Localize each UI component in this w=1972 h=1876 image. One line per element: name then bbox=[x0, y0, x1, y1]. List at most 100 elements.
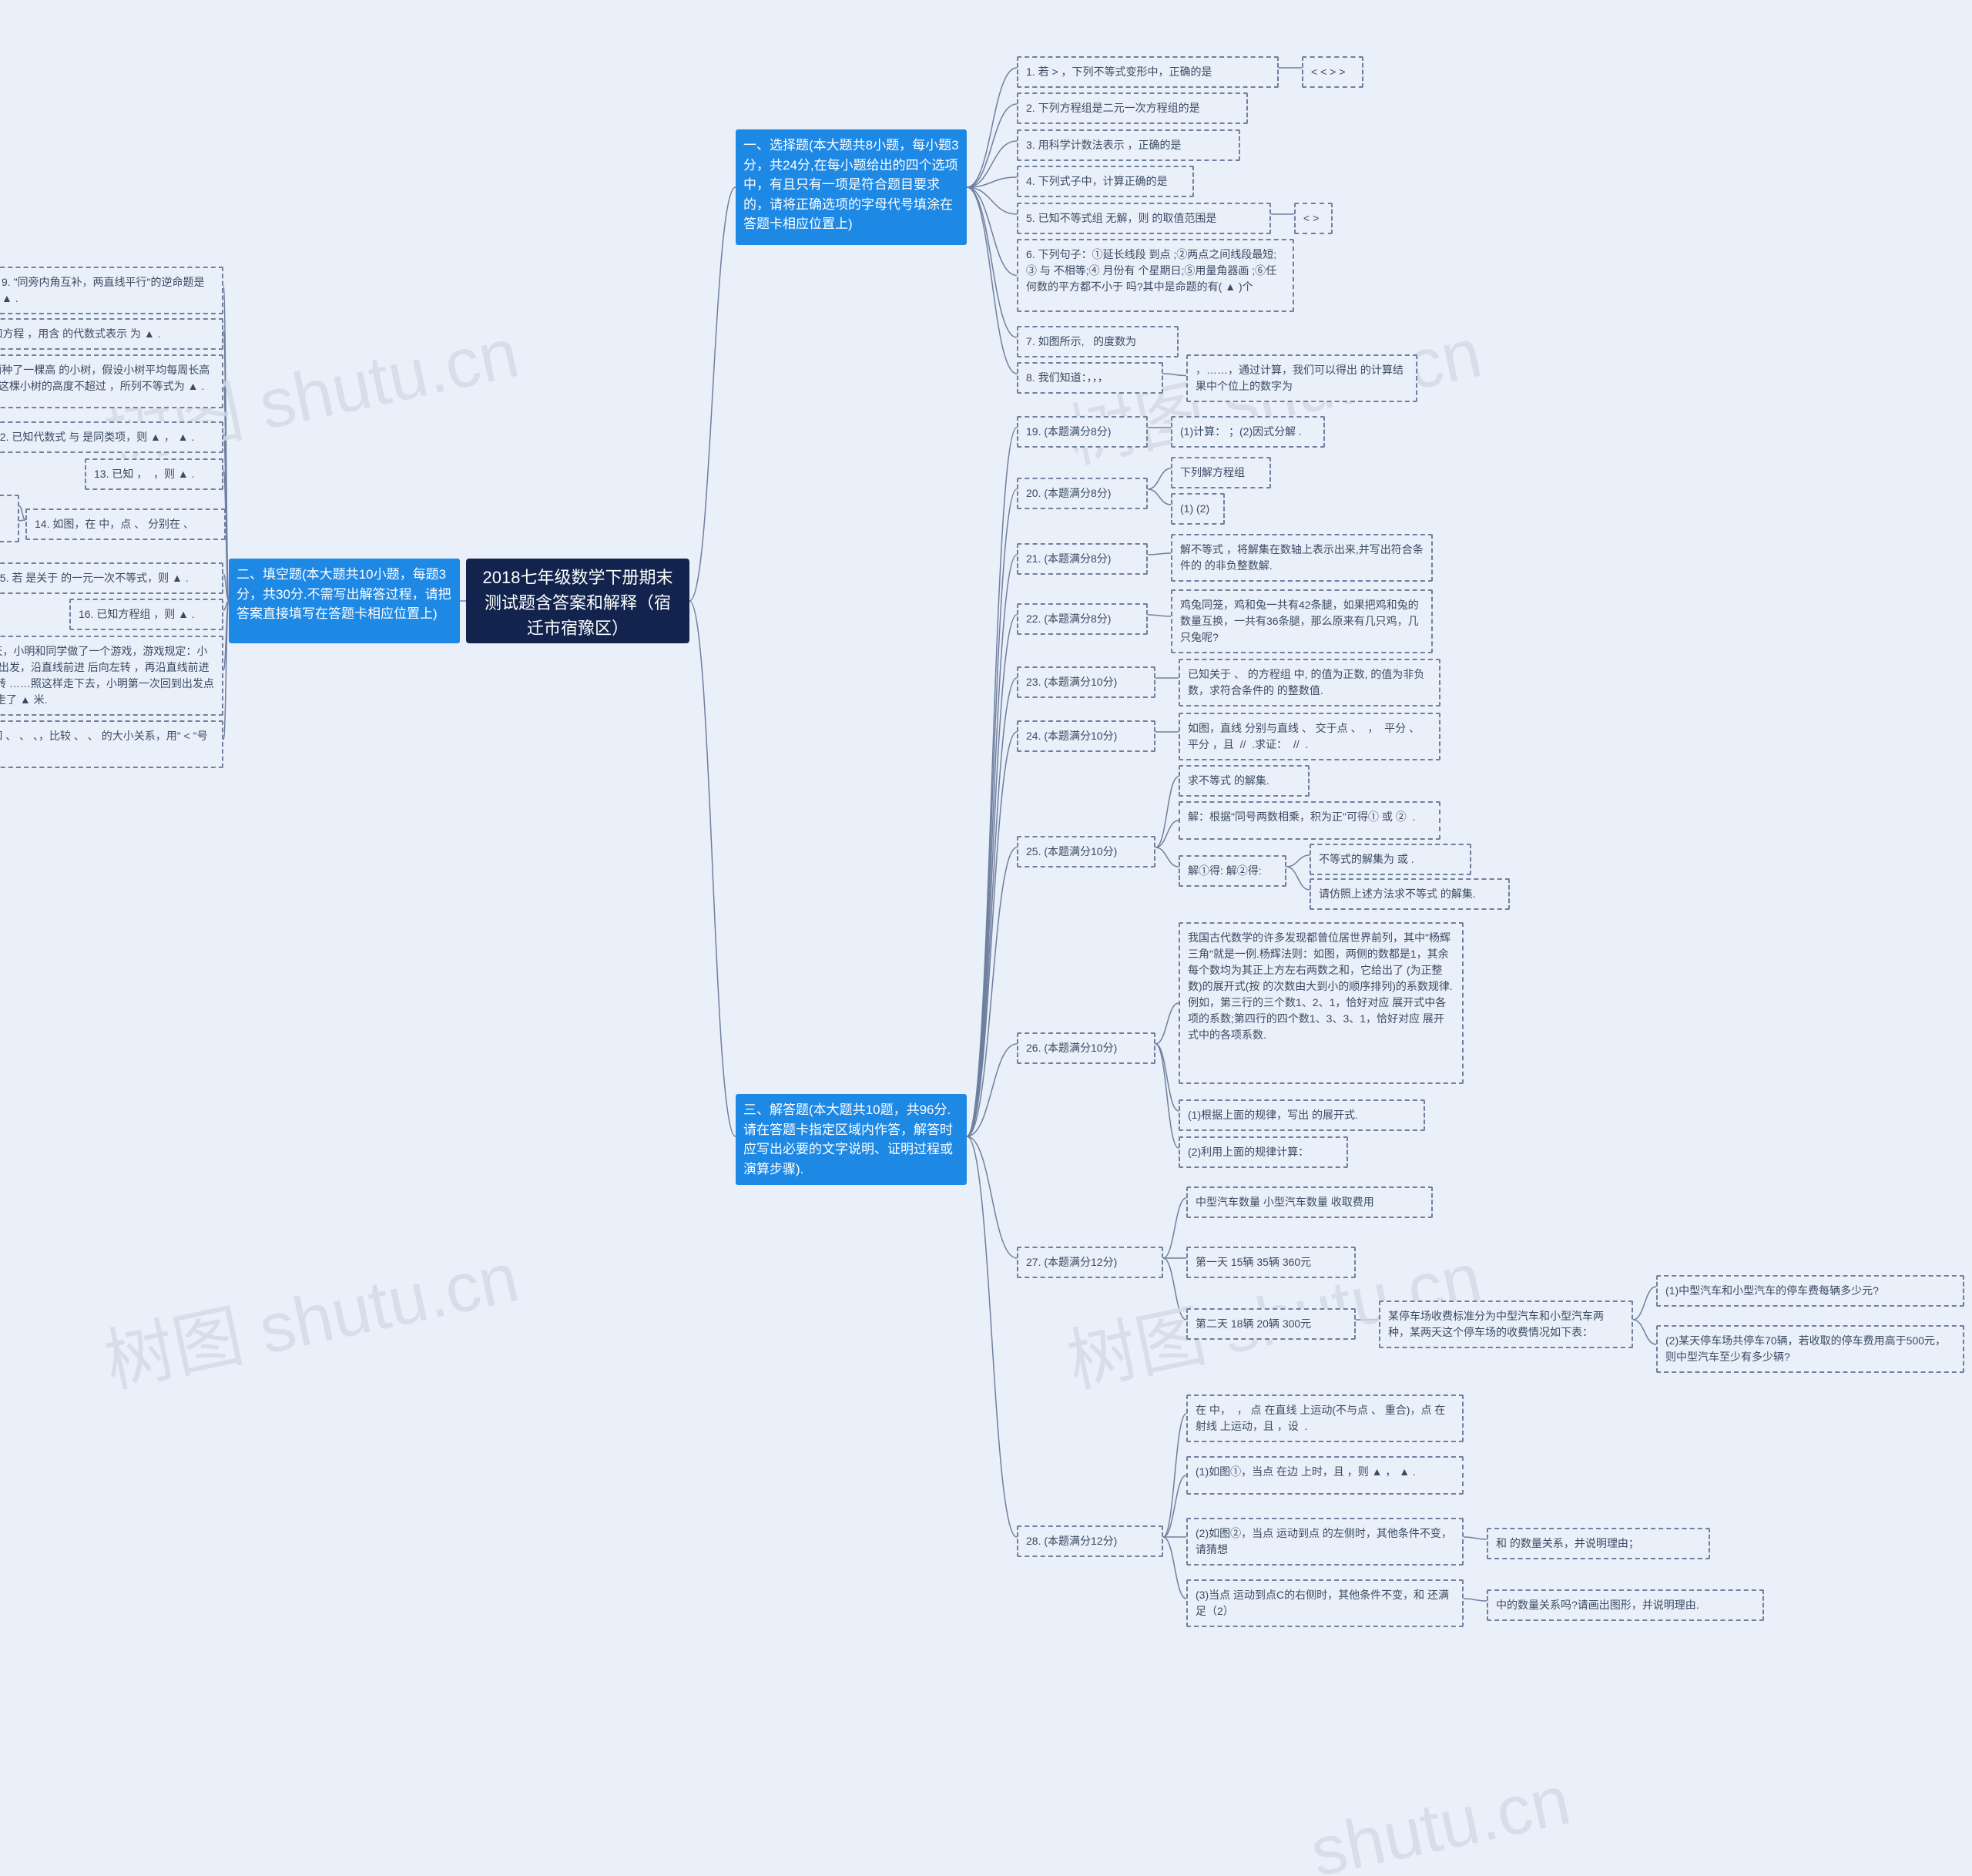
link bbox=[1148, 468, 1171, 489]
leaf-node[interactable]: 求不等式 的解集. bbox=[1179, 765, 1310, 797]
leaf-node[interactable]: 在 中， ， 点 在直线 上运动(不与点 、 重合)，点 在射线 上运动，且 ，… bbox=[1186, 1394, 1464, 1442]
leaf-node[interactable]: (1) (2) bbox=[1171, 493, 1225, 525]
link bbox=[1155, 777, 1179, 847]
leaf-node[interactable]: 14. 如图，在 中，点 、 分别在 、 bbox=[25, 508, 226, 540]
leaf-node[interactable]: 8. 我们知道：，，， bbox=[1017, 362, 1163, 394]
leaf-node[interactable]: (1)中型汽车和小型汽车的停车费每辆多少元? bbox=[1656, 1275, 1964, 1307]
leaf-node[interactable]: < > bbox=[1294, 203, 1333, 234]
link bbox=[223, 601, 229, 610]
leaf-node[interactable]: (2)某天停车场共停车70辆，若收取的停车费用高于500元，则中型汽车至少有多少… bbox=[1656, 1325, 1964, 1373]
leaf-node[interactable]: 3. 用科学计数法表示 ，正确的是 bbox=[1017, 129, 1240, 161]
link bbox=[1148, 489, 1171, 505]
leaf-node[interactable]: 12. 已知代数式 与 是同类项，则 ▲ ， ▲ . bbox=[0, 421, 223, 453]
leaf-node[interactable]: 我国古代数学的许多发现都曾位居世界前列，其中"杨辉三角"就是一例.杨辉法则：如图… bbox=[1179, 922, 1464, 1084]
leaf-node[interactable]: (3)当点 运动到点C的右侧时，其他条件不变，和 还满足（2） bbox=[1186, 1579, 1464, 1627]
leaf-node[interactable]: 请仿照上述方法求不等式 的解集. bbox=[1310, 878, 1510, 910]
link bbox=[967, 1136, 1017, 1258]
leaf-node[interactable]: 27. (本题满分12分) bbox=[1017, 1247, 1163, 1278]
leaf-node[interactable]: (2)利用上面的规律计算： bbox=[1179, 1136, 1348, 1168]
leaf-node[interactable]: < < > > bbox=[1302, 56, 1363, 88]
link bbox=[1155, 1044, 1179, 1148]
leaf-node[interactable]: 4. 下列式子中，计算正确的是 bbox=[1017, 166, 1194, 197]
link bbox=[1163, 1414, 1186, 1537]
leaf-node[interactable]: 1. 若 > ，下列不等式变形中，正确的是 bbox=[1017, 56, 1279, 88]
root-node[interactable]: 2018七年级数学下册期末 测试题含答案和解释（宿 迁市宿豫区） bbox=[466, 559, 689, 643]
leaf-node[interactable]: 23. (本题满分10分) bbox=[1017, 666, 1155, 698]
link bbox=[1148, 615, 1171, 616]
link bbox=[689, 601, 736, 1136]
leaf-node[interactable]: 16. 已知方程组 ，则 ▲ . bbox=[69, 599, 223, 630]
link bbox=[967, 1044, 1017, 1136]
link bbox=[967, 187, 1017, 276]
link bbox=[223, 574, 229, 601]
link bbox=[1155, 1044, 1179, 1111]
link bbox=[1286, 855, 1310, 867]
leaf-node[interactable]: 18. 已知 、 、 、，比较 、 、 的大小关系，用" < "号连接 bbox=[0, 720, 223, 768]
leaf-node[interactable]: 15. 若 是关于 的一元一次不等式，则 ▲ . bbox=[0, 562, 223, 594]
link bbox=[967, 104, 1017, 187]
leaf-node[interactable]: 解①得: 解②得: bbox=[1179, 855, 1286, 887]
leaf-node[interactable]: 5. 已知不等式组 无解，则 的取值范围是 bbox=[1017, 203, 1271, 234]
leaf-node[interactable]: ，……，通过计算，我们可以得出 的计算结果中个位上的数字为 bbox=[1186, 354, 1417, 402]
leaf-node[interactable]: 17. 某天，小明和同学做了一个游戏，游戏规定：小明从点 出发，沿直线前进 后向… bbox=[0, 636, 223, 716]
leaf-node[interactable]: 第二天 18辆 20辆 300元 bbox=[1186, 1308, 1356, 1340]
leaf-node[interactable]: 22. (本题满分8分) bbox=[1017, 603, 1148, 635]
leaf-node[interactable]: 7. 如图所示, 的度数为 bbox=[1017, 326, 1179, 357]
leaf-node[interactable]: 13. 已知 ， ，则 ▲ . bbox=[85, 458, 223, 490]
link bbox=[223, 330, 229, 601]
watermark: shutu.cn bbox=[1304, 1761, 1577, 1876]
leaf-node[interactable]: 第一天 15辆 35辆 360元 bbox=[1186, 1247, 1356, 1278]
leaf-node[interactable]: 不等式的解集为 或 . bbox=[1310, 844, 1471, 875]
link bbox=[1163, 1537, 1186, 1599]
leaf-node[interactable]: 2. 下列方程组是二元一次方程组的是 bbox=[1017, 92, 1248, 124]
leaf-node[interactable]: 11. 小丽种了一棵高 的小树，假设小树平均每周长高 ， 周后这棵小树的高度不超… bbox=[0, 354, 223, 408]
link bbox=[967, 489, 1017, 1136]
leaf-node[interactable]: 26. (本题满分10分) bbox=[1017, 1032, 1155, 1064]
leaf-node[interactable]: (2)如图②，当点 运动到点 的左侧时，其他条件不变，请猜想 bbox=[1186, 1518, 1464, 1566]
link bbox=[967, 1136, 1017, 1537]
section-node[interactable]: 一、选择题(本大题共8小题，每小题3分，共24分,在每小题给出的四个选项中，有且… bbox=[736, 129, 967, 245]
leaf-node[interactable]: 28. (本题满分12分) bbox=[1017, 1525, 1163, 1557]
link bbox=[1464, 1599, 1487, 1601]
leaf-node[interactable]: (1)计算： ；(2)因式分解 . bbox=[1171, 416, 1325, 448]
link bbox=[1163, 1258, 1186, 1320]
leaf-node[interactable]: 10. 已知方程 ，用含 的代数式表示 为 ▲ . bbox=[0, 318, 223, 350]
link bbox=[223, 381, 229, 601]
leaf-node[interactable]: 解：根据"同号两数相乘，积为正"可得① 或 ② . bbox=[1179, 801, 1440, 840]
link bbox=[1163, 1475, 1186, 1537]
leaf-node[interactable]: 20. (本题满分8分) bbox=[1017, 478, 1148, 509]
leaf-node[interactable]: 21. (本题满分8分) bbox=[1017, 543, 1148, 575]
leaf-node[interactable]: 19. (本题满分8分) bbox=[1017, 416, 1148, 448]
leaf-node[interactable]: 24. (本题满分10分) bbox=[1017, 720, 1155, 752]
link bbox=[19, 506, 25, 520]
link bbox=[1286, 867, 1310, 890]
leaf-node[interactable]: 如图，直线 分别与直线 、 交于点 、 ， 平分 、 平分 ，且 // .求证：… bbox=[1179, 713, 1440, 760]
leaf-node[interactable]: 6. 下列句子：①延长线段 到点 ;②两点之间线段最短;③ 与 不相等;④ 月份… bbox=[1017, 239, 1294, 312]
link bbox=[967, 141, 1017, 187]
leaf-node[interactable]: (1)根据上面的规律，写出 的展开式. bbox=[1179, 1099, 1425, 1131]
link bbox=[967, 732, 1017, 1136]
leaf-node[interactable]: (1)如图①，当点 在边 上时，且 ，则 ▲ ， ▲ . bbox=[1186, 1456, 1464, 1495]
link bbox=[967, 428, 1017, 1136]
leaf-node[interactable]: 已知关于 、 的方程组 中, 的值为正数, 的值为非负数，求符合条件的 的整数值… bbox=[1179, 659, 1440, 706]
leaf-node[interactable]: 中型汽车数量 小型汽车数量 收取费用 bbox=[1186, 1186, 1433, 1218]
section-node[interactable]: 三、解答题(本大题共10题，共96分.请在答题卡指定区域内作答，解答时应写出必要… bbox=[736, 1094, 967, 1185]
leaf-node[interactable]: 25. (本题满分10分) bbox=[1017, 836, 1155, 868]
leaf-node[interactable]: 某停车场收费标准分为中型汽车和小型汽车两种，某两天这个停车场的收费情况如下表： bbox=[1379, 1300, 1633, 1348]
leaf-node[interactable]: 上，且 // ， ， bbox=[0, 495, 19, 542]
leaf-node[interactable]: 鸡兔同笼，鸡和兔一共有42条腿，如果把鸡和兔的数量互换，一共有36条腿，那么原来… bbox=[1171, 589, 1433, 653]
link bbox=[689, 187, 736, 601]
link bbox=[967, 68, 1017, 187]
leaf-node[interactable]: 9. "同旁内角互补，两直线平行"的逆命题是 ▲ . bbox=[0, 267, 223, 314]
link bbox=[967, 187, 1017, 214]
leaf-node[interactable]: 中的数量关系吗?请画出图形，并说明理由. bbox=[1487, 1589, 1764, 1621]
link bbox=[967, 555, 1017, 1136]
section-node[interactable]: 二、填空题(本大题共10小题，每题3分，共30分.不需写出解答过程，请把答案直接… bbox=[229, 559, 460, 643]
link bbox=[967, 177, 1017, 187]
link bbox=[223, 286, 229, 601]
leaf-node[interactable]: 下列解方程组 bbox=[1171, 457, 1271, 488]
watermark: 树图 shutu.cn bbox=[94, 1221, 525, 1407]
leaf-node[interactable]: 解不等式 ，将解集在数轴上表示出来,并写出符合条件的 的非负整数解. bbox=[1171, 534, 1433, 582]
leaf-node[interactable]: 和 的数量关系，并说明理由； bbox=[1487, 1528, 1710, 1559]
link bbox=[1633, 1320, 1656, 1344]
